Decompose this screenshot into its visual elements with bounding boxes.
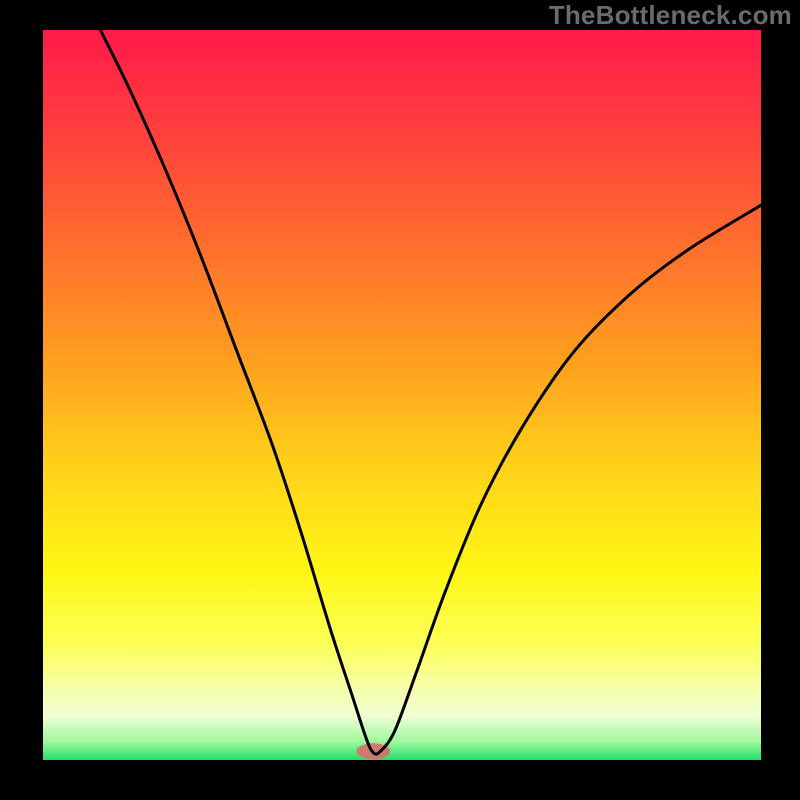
watermark-text: TheBottleneck.com bbox=[549, 0, 792, 31]
gradient-background bbox=[43, 30, 761, 760]
chart-root: TheBottleneck.com bbox=[0, 0, 800, 800]
chart-svg bbox=[0, 0, 800, 800]
